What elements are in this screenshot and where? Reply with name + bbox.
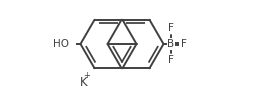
Text: K: K — [80, 76, 87, 88]
Text: B: B — [167, 39, 175, 49]
Text: F: F — [168, 23, 174, 33]
Text: +: + — [83, 72, 90, 80]
Text: F: F — [181, 39, 187, 49]
Text: HO: HO — [53, 39, 69, 49]
Text: F: F — [168, 55, 174, 65]
